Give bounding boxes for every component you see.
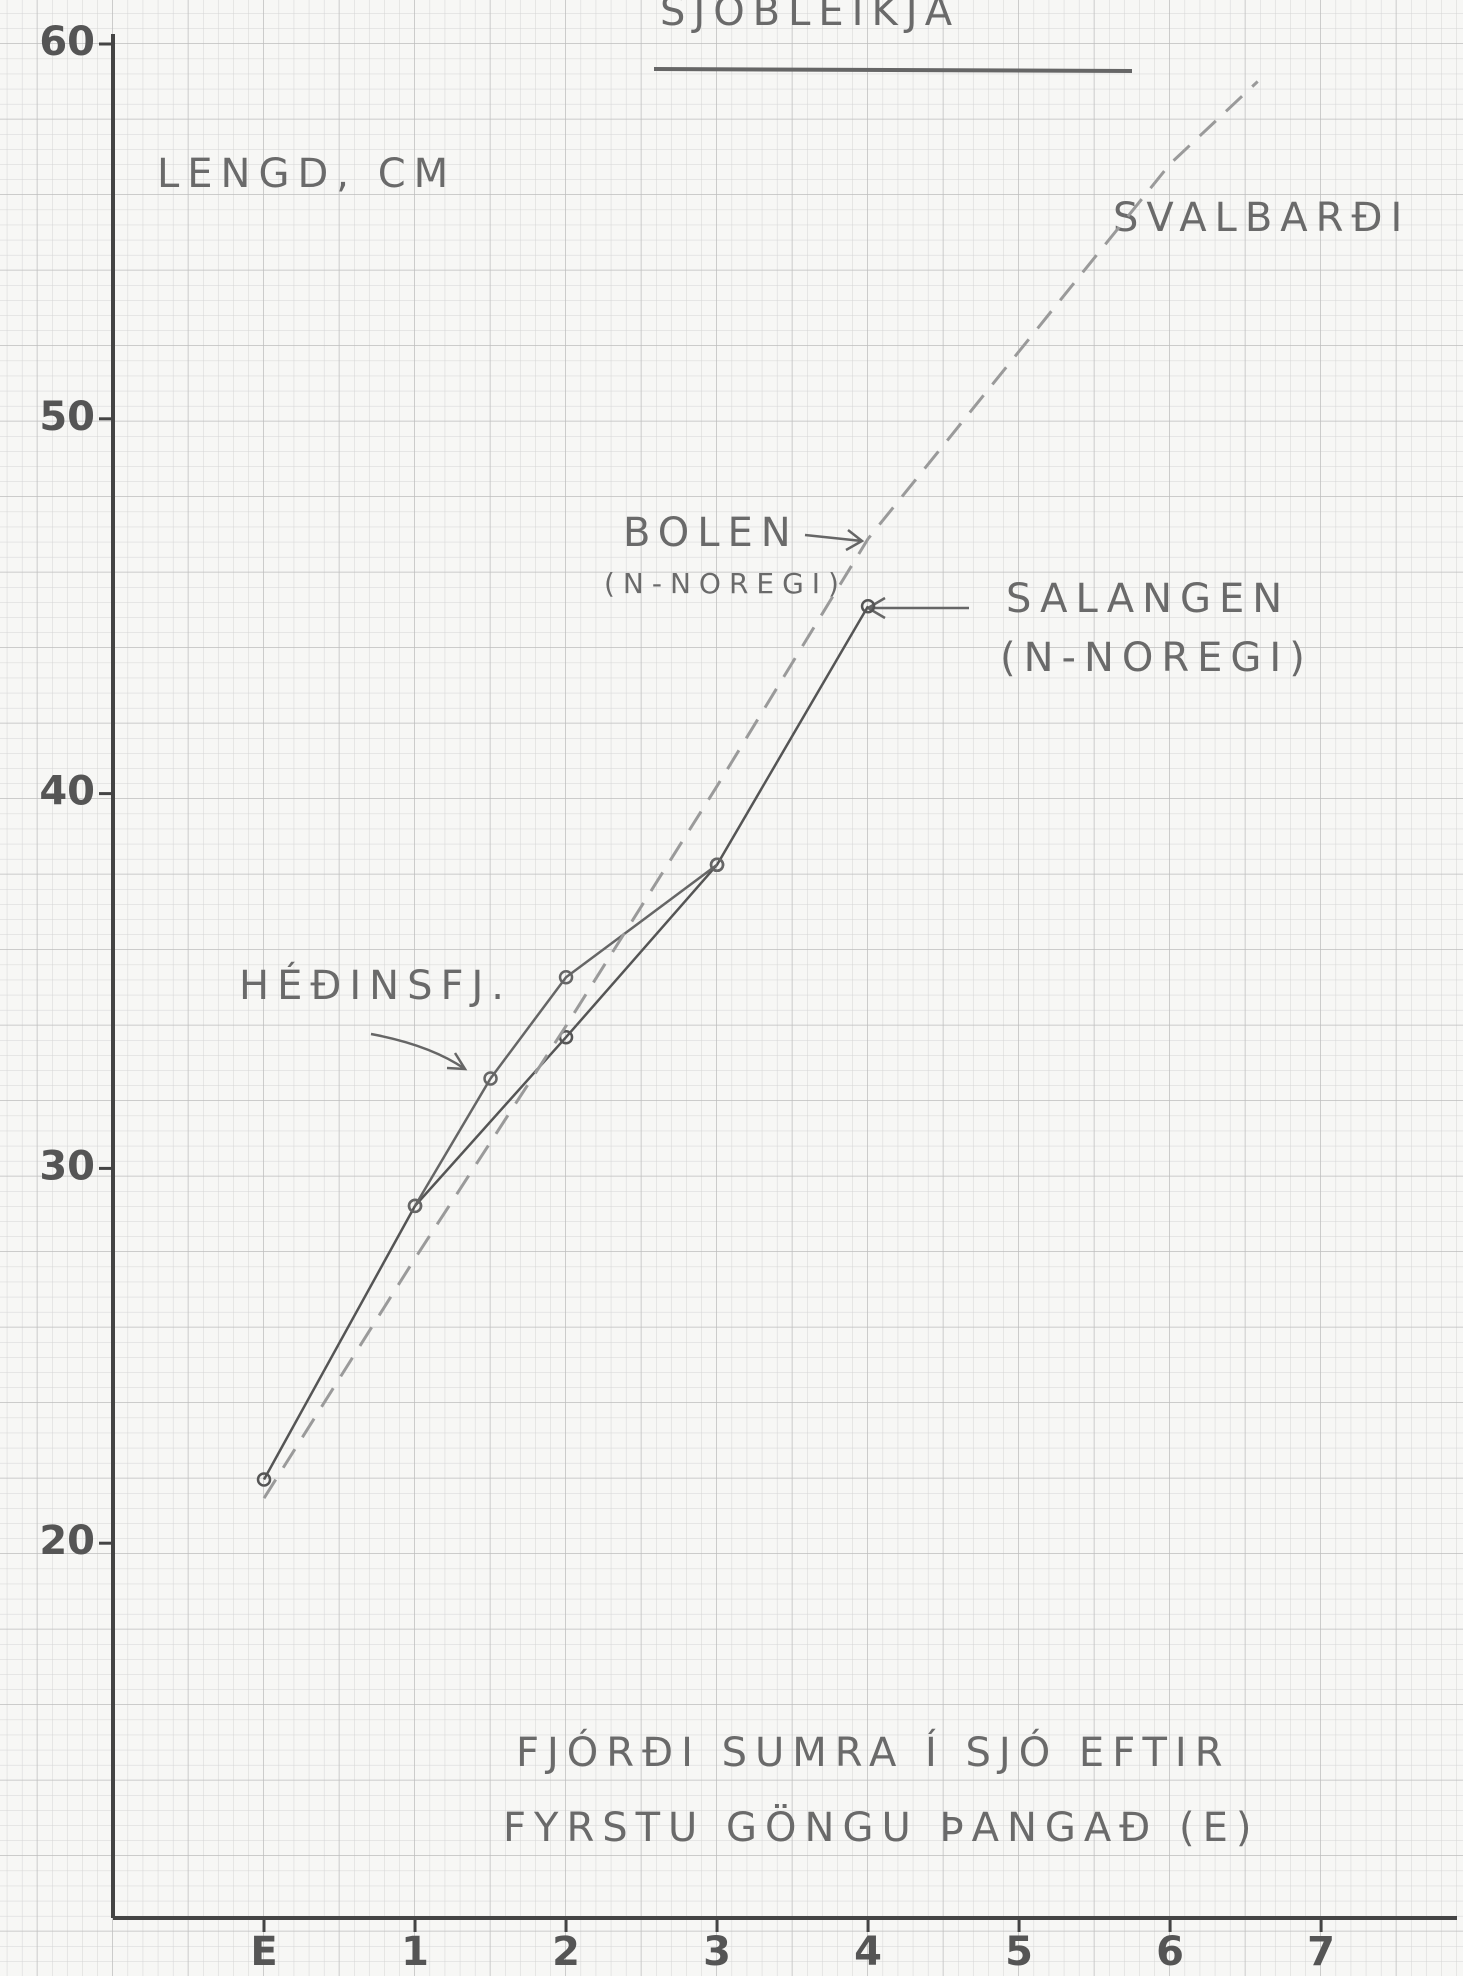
annotation: (N-NOREGI): [604, 567, 847, 600]
data-point: [407, 1198, 423, 1214]
y-tick-label: 40: [39, 769, 95, 815]
x-tick-label: 3: [703, 1929, 731, 1975]
y-axis-label: LENGD, CM: [157, 151, 456, 197]
data-point: [483, 1071, 498, 1086]
x-tick-label: 4: [854, 1929, 882, 1975]
x-axis-label: FJÓRÐI SUMRA Í SJÓ EFTIR: [516, 1728, 1231, 1776]
x-tick-label: 2: [552, 1929, 580, 1975]
series-line: [262, 80, 1259, 1500]
data-point: [256, 1472, 272, 1487]
data-point: [860, 598, 876, 614]
title-underline: [653, 67, 1133, 73]
data-point: [558, 970, 574, 985]
x-tick-label: 6: [1156, 1929, 1184, 1975]
series-line: [413, 863, 718, 1207]
chart-title: SJÓBLEIKJA: [660, 0, 960, 35]
arrow: [370, 1032, 468, 1071]
annotation: SVALBARÐI: [1113, 195, 1410, 241]
x-tick-label: E: [250, 1929, 277, 1975]
data-point: [709, 857, 725, 873]
x-tick-label: 5: [1005, 1929, 1033, 1975]
y-tick-label: 50: [39, 394, 95, 440]
annotation: BOLEN: [623, 510, 799, 556]
x-axis-label: FYRSTU GÖNGU ÞANGAÐ (E): [503, 1803, 1259, 1851]
y-tick-label: 20: [39, 1518, 95, 1564]
arrow: [804, 529, 865, 552]
annotation: HÉÐINSFJ.: [239, 961, 512, 1009]
series-line: [262, 605, 870, 1481]
x-tick-label: 7: [1307, 1929, 1335, 1975]
x-tick-label: 1: [401, 1929, 429, 1975]
annotation: SALANGEN: [1006, 576, 1290, 622]
arrows: [370, 529, 969, 1071]
y-tick-label: 30: [39, 1143, 95, 1189]
y-tick-label: 60: [39, 19, 95, 65]
annotation: (N-NOREGI): [1000, 635, 1313, 681]
